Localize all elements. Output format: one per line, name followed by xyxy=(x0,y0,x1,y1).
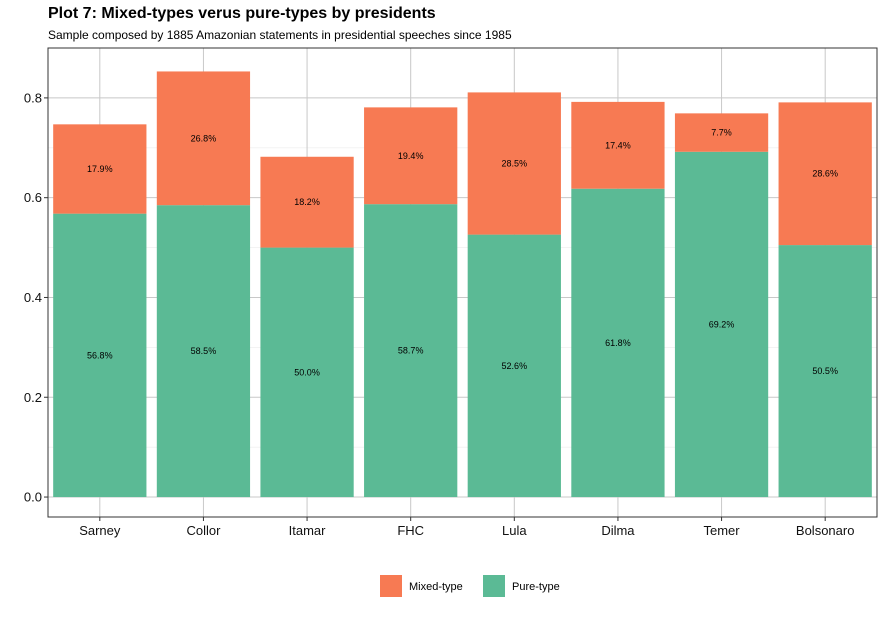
legend-label: Mixed-type xyxy=(409,581,463,593)
bar-value-label: 18.2% xyxy=(294,197,320,207)
y-tick-label: 0.0 xyxy=(24,490,42,505)
legend-label: Pure-type xyxy=(512,581,560,593)
bar-mixed-type-dilma xyxy=(571,101,665,189)
y-tick-label: 0.6 xyxy=(24,190,42,205)
bar-value-label: 52.6% xyxy=(502,361,528,371)
plot-border xyxy=(47,47,878,518)
bar-value-label: 61.8% xyxy=(605,338,631,348)
bar-mixed-type-sarney xyxy=(53,124,147,214)
x-tick-label: Sarney xyxy=(79,523,121,538)
legend-swatch-mixed-type xyxy=(380,575,402,597)
bar-value-label: 7.7% xyxy=(711,128,732,138)
chart-title: Plot 7: Mixed-types verus pure-types by … xyxy=(48,5,436,22)
bar-pure-type-temer xyxy=(674,151,769,498)
bar-pure-type-bolsonaro xyxy=(778,245,872,498)
bar-value-label: 56.8% xyxy=(87,350,113,360)
x-tick-label: Bolsonaro xyxy=(796,523,855,538)
x-tick-label: Lula xyxy=(502,523,527,538)
bar-value-label: 17.9% xyxy=(87,164,113,174)
y-tick-label: 0.8 xyxy=(24,90,42,105)
bar-value-label: 69.2% xyxy=(709,319,735,329)
bar-value-label: 28.5% xyxy=(502,159,528,169)
y-tick-label: 0.2 xyxy=(24,390,42,405)
bar-mixed-type-lula xyxy=(467,92,561,235)
x-tick-label: FHC xyxy=(397,523,424,538)
y-tick-label: 0.4 xyxy=(24,290,42,305)
bar-mixed-type-bolsonaro xyxy=(778,102,872,246)
bar-value-label: 28.6% xyxy=(812,169,838,179)
bar-value-label: 58.7% xyxy=(398,346,424,356)
x-tick-label: Itamar xyxy=(289,523,327,538)
bar-pure-type-itamar xyxy=(260,247,354,498)
bar-pure-type-collor xyxy=(156,205,251,498)
chart-subtitle: Sample composed by 1885 Amazonian statem… xyxy=(48,28,512,42)
legend-swatch-pure-type xyxy=(483,575,505,597)
x-tick-label: Dilma xyxy=(601,523,635,538)
bar-pure-type-fhc xyxy=(364,204,458,498)
x-tick-label: Temer xyxy=(704,523,741,538)
bar-value-label: 58.5% xyxy=(191,346,217,356)
bar-pure-type-sarney xyxy=(53,213,147,498)
x-tick-label: Collor xyxy=(186,523,221,538)
bar-value-label: 50.0% xyxy=(294,367,320,377)
bar-pure-type-lula xyxy=(467,234,561,498)
bar-mixed-type-itamar xyxy=(260,156,354,248)
bar-value-label: 17.4% xyxy=(605,140,631,150)
bar-pure-type-dilma xyxy=(571,188,665,498)
bar-value-label: 26.8% xyxy=(191,133,217,143)
bar-value-label: 50.5% xyxy=(812,366,838,376)
bar-mixed-type-fhc xyxy=(364,107,458,205)
bar-mixed-type-temer xyxy=(674,113,769,152)
bar-value-label: 19.4% xyxy=(398,151,424,161)
bar-mixed-type-collor xyxy=(156,71,251,206)
